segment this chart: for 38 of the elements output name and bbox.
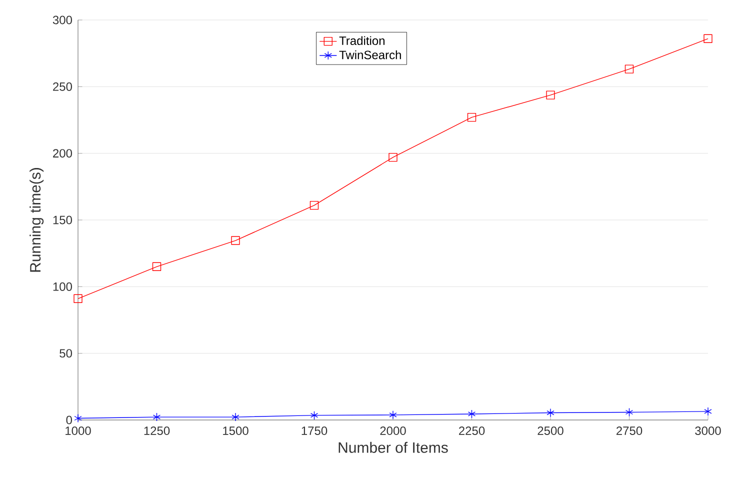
x-tick-label: 1750	[302, 426, 328, 436]
point	[389, 410, 397, 420]
x-tick-label: 2750	[616, 426, 642, 436]
point	[310, 410, 318, 420]
point	[232, 412, 240, 422]
point	[74, 414, 82, 423]
point	[74, 294, 82, 304]
point	[310, 200, 319, 210]
y-axis-title: Running time(s)	[30, 168, 44, 272]
legend-label: Tradition	[339, 36, 384, 45]
y-tick-label: 300	[52, 16, 72, 24]
point	[704, 407, 712, 416]
x-tick-label: 2250	[459, 426, 485, 436]
x-tick-label: 1250	[144, 426, 170, 436]
point	[546, 408, 554, 418]
x-tick-label: 3000	[695, 426, 721, 436]
point	[624, 64, 634, 74]
y-tick-label: 200	[53, 149, 72, 158]
legend-label: TwinSearch	[339, 50, 401, 60]
point	[388, 152, 398, 162]
y-tick-label: 100	[53, 282, 72, 291]
y-tick-label: 50	[60, 349, 72, 358]
point	[625, 408, 634, 417]
point	[704, 34, 712, 44]
x-tick-label: 2500	[538, 426, 564, 436]
y-tick-label: 150	[53, 216, 72, 224]
x-axis-title: Number of Items	[338, 442, 448, 453]
point	[467, 112, 476, 122]
x-tick-label: 2000	[380, 426, 406, 436]
point	[231, 236, 240, 245]
y-tick-label: 0	[66, 416, 72, 424]
point	[152, 262, 162, 272]
point	[546, 90, 555, 100]
point	[468, 410, 476, 418]
x-tick-label: 1000	[66, 426, 91, 436]
point	[152, 412, 161, 422]
x-tick-label: 1500	[223, 426, 248, 436]
y-tick-label: 250	[53, 82, 72, 91]
